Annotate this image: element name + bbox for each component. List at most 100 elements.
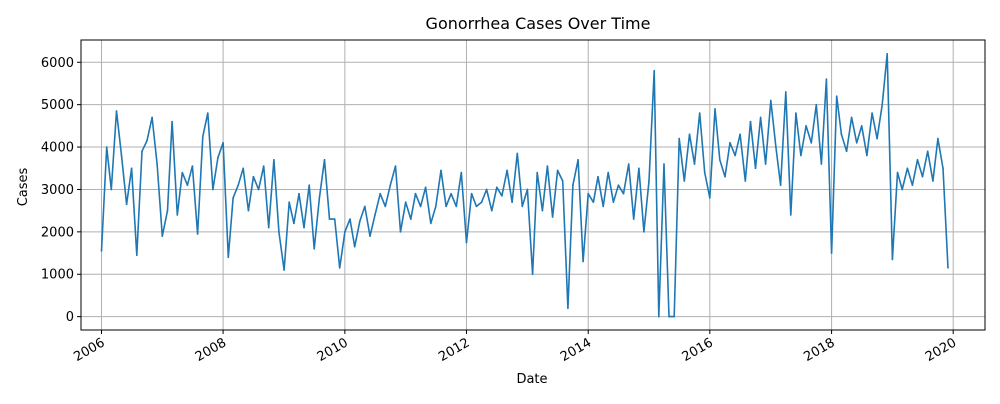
data-point <box>404 201 407 203</box>
data-point <box>186 184 189 187</box>
data-point <box>921 175 924 178</box>
data-point <box>769 99 772 102</box>
data-point <box>389 184 392 187</box>
data-point <box>445 205 447 208</box>
data-point <box>125 203 128 206</box>
data-point <box>490 209 493 212</box>
plot-series <box>100 52 949 318</box>
data-point <box>622 192 625 195</box>
data-point <box>577 158 579 161</box>
data-point <box>217 156 219 159</box>
data-point <box>511 201 513 203</box>
y-tick-label: 0 <box>66 310 74 325</box>
data-point <box>410 218 412 220</box>
data-point <box>800 154 802 157</box>
data-point <box>475 205 478 208</box>
data-point <box>683 180 686 182</box>
data-point <box>399 231 402 233</box>
data-point <box>283 269 285 271</box>
data-point <box>866 154 868 157</box>
data-point <box>627 163 630 165</box>
series-line <box>100 52 949 318</box>
data-point <box>136 254 138 256</box>
data-point <box>222 142 224 144</box>
data-point <box>612 201 615 203</box>
data-point <box>374 214 376 216</box>
data-point <box>886 52 889 55</box>
data-point <box>308 184 311 187</box>
data-point <box>775 146 777 148</box>
data-point <box>495 186 498 189</box>
data-point <box>835 95 838 97</box>
data-point <box>891 258 894 261</box>
data-point <box>273 158 275 161</box>
data-point <box>719 158 721 161</box>
data-point <box>369 235 371 237</box>
data-point <box>201 135 204 138</box>
y-tick-label: 2000 <box>41 225 74 240</box>
data-point <box>602 205 605 208</box>
data-point <box>739 133 741 136</box>
data-point <box>749 120 752 123</box>
data-point <box>906 167 909 170</box>
data-point <box>830 252 833 254</box>
y-tick-label: 3000 <box>41 183 74 198</box>
data-point <box>638 167 640 170</box>
data-point <box>820 163 823 165</box>
data-point <box>709 197 711 199</box>
data-point <box>850 116 853 119</box>
data-point <box>567 307 569 309</box>
data-point <box>643 231 645 233</box>
data-point <box>364 205 366 208</box>
data-point <box>262 165 265 167</box>
data-point <box>252 175 255 178</box>
data-point <box>546 165 549 167</box>
data-point <box>166 209 169 212</box>
data-point <box>789 214 792 216</box>
data-point <box>724 175 726 178</box>
data-point <box>100 250 103 252</box>
data-point <box>541 209 544 212</box>
data-point <box>318 197 321 199</box>
data-point <box>587 192 590 195</box>
data-point <box>176 214 179 216</box>
data-point <box>414 192 417 195</box>
data-point <box>394 165 397 167</box>
data-point <box>298 192 300 195</box>
data-point <box>937 137 939 140</box>
data-point <box>617 184 620 187</box>
data-point <box>531 273 534 276</box>
data-point <box>840 133 843 136</box>
data-point <box>911 184 914 187</box>
data-point <box>648 180 650 182</box>
data-point <box>430 222 432 225</box>
data-point <box>465 241 468 244</box>
data-point <box>764 163 767 165</box>
data-point <box>607 171 610 174</box>
data-point <box>597 175 599 178</box>
data-point <box>379 192 381 195</box>
data-point <box>845 150 848 153</box>
data-point <box>810 142 813 144</box>
data-point <box>916 158 919 161</box>
data-point <box>247 209 250 212</box>
data-point <box>860 125 863 127</box>
data-point <box>293 222 295 225</box>
data-point <box>151 116 153 119</box>
data-point <box>242 167 245 170</box>
data-point <box>419 205 422 208</box>
y-axis-ticks: 0 1000 2000 3000 4000 5000 6000 <box>41 56 81 325</box>
data-point <box>237 184 240 187</box>
chart-title: Gonorrhea Cases Over Time <box>426 14 651 33</box>
data-point <box>161 235 164 237</box>
data-point <box>663 163 665 165</box>
data-point <box>521 205 524 208</box>
data-point <box>105 146 108 148</box>
data-point <box>485 188 488 191</box>
y-tick-label: 1000 <box>41 268 74 283</box>
data-point <box>171 120 173 123</box>
data-point <box>435 205 437 208</box>
data-point <box>698 112 701 114</box>
